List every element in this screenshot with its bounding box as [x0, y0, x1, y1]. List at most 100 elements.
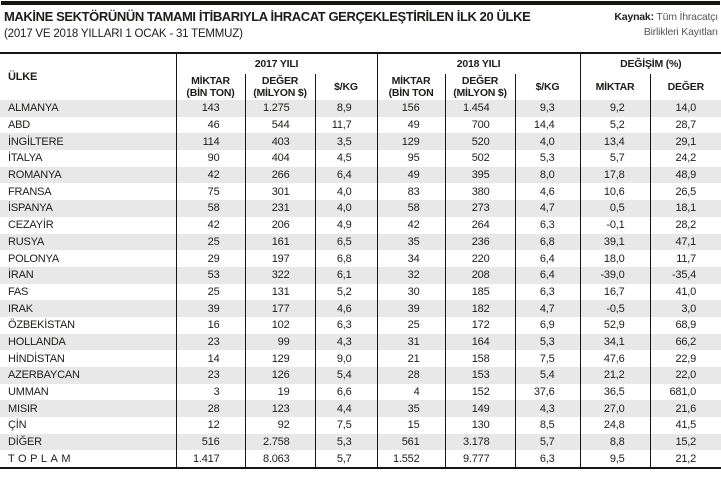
- value-cell: 23: [175, 333, 245, 351]
- value-cell: 34,1: [579, 333, 651, 351]
- value-cell: 21,6: [649, 400, 721, 418]
- value-cell: 1.417: [175, 450, 245, 470]
- value-cell: 197: [244, 250, 315, 267]
- value-cell: 25: [376, 316, 446, 334]
- value-cell: 236: [444, 233, 516, 251]
- value-cell: -35,4: [649, 266, 721, 284]
- value-cell: 301: [244, 183, 315, 201]
- value-cell: 22,9: [649, 350, 721, 367]
- value-cell: 24,8: [579, 417, 651, 434]
- value-cell: 6,4: [514, 266, 581, 284]
- value-cell: 123: [244, 400, 315, 418]
- total-row: TOPLAM 1.417 8.063 5,7 1.552 9.777 6,3 9,5 21,2: [0, 450, 721, 470]
- col-group-degisim: DEĞİŞİM (%): [579, 53, 721, 74]
- value-cell: 28,2: [649, 216, 721, 234]
- value-cell: 14: [175, 350, 245, 367]
- value-cell: 25: [175, 233, 245, 251]
- value-cell: 37,6: [514, 383, 581, 401]
- country-cell: HİNDİSTAN: [8, 352, 65, 365]
- value-cell: 34: [376, 250, 446, 267]
- value-cell: 8,9: [314, 100, 378, 117]
- value-cell: 681,0: [649, 383, 721, 401]
- col-header-deger-2017: DEĞER (MİLYON $): [244, 74, 315, 100]
- value-cell: 7,5: [514, 350, 581, 367]
- value-cell: 47,6: [579, 350, 651, 367]
- value-cell: 30: [376, 283, 446, 301]
- value-cell: 16,7: [579, 283, 651, 301]
- value-cell: 404: [244, 150, 315, 167]
- value-cell: 561: [376, 433, 446, 451]
- value-cell: 22,0: [649, 367, 721, 384]
- value-cell: -0,5: [579, 300, 651, 317]
- value-cell: 26,5: [649, 183, 721, 201]
- value-cell: 48,9: [649, 166, 721, 184]
- table-row: İTALYA 90 404 4,5 95 502 5,3 5,7 24,2: [0, 150, 721, 167]
- value-cell: 42: [175, 216, 245, 234]
- value-cell: 8.063: [244, 450, 315, 470]
- value-cell: 27,0: [579, 400, 651, 418]
- country-cell: ALMANYA: [8, 102, 59, 115]
- table-row: UMMAN 3 19 6,6 4 152 37,6 36,5 681,0: [0, 383, 721, 401]
- value-cell: 49: [376, 116, 446, 134]
- value-cell: 4,3: [314, 333, 378, 351]
- country-cell: FAS: [8, 285, 29, 298]
- value-cell: 5,7: [314, 450, 378, 470]
- country-cell: İTALYA: [8, 152, 43, 165]
- value-cell: 41,0: [649, 283, 721, 301]
- value-cell: 28,7: [649, 116, 721, 134]
- value-cell: 4,0: [514, 133, 581, 151]
- value-cell: 1.552: [376, 450, 446, 470]
- col-header-deger-2018: DEĞER (MİLYON $): [444, 74, 516, 100]
- country-cell: DİĞER: [8, 436, 42, 449]
- value-cell: 206: [244, 216, 315, 234]
- value-cell: 516: [175, 433, 245, 451]
- value-cell: 220: [444, 250, 516, 267]
- value-cell: 264: [444, 216, 516, 234]
- value-cell: 231: [244, 200, 315, 217]
- value-cell: 4,5: [314, 150, 378, 167]
- value-cell: 6,3: [514, 216, 581, 234]
- table-row: FAS 25 131 5,2 30 185 6,3 16,7 41,0: [0, 283, 721, 301]
- source-label: Kaynak:: [614, 11, 654, 23]
- value-cell: 19: [244, 383, 315, 401]
- value-cell: 161: [244, 233, 315, 251]
- value-cell: 5,3: [514, 150, 581, 167]
- col-header-kg-2018: $/KG: [514, 74, 581, 100]
- country-cell: ÇİN: [8, 419, 27, 432]
- value-cell: 8,5: [514, 417, 581, 434]
- table-row: İNGİLTERE 114 403 3,5 129 520 4,0 13,4 29,1: [0, 133, 721, 151]
- table-row: ÇİN 12 92 7,5 15 130 8,5 24,8 41,5: [0, 417, 721, 434]
- value-cell: 11,7: [314, 116, 378, 134]
- value-cell: 403: [244, 133, 315, 151]
- value-cell: 6,3: [514, 450, 581, 470]
- value-cell: 4,3: [514, 400, 581, 418]
- value-cell: 8,8: [579, 433, 651, 451]
- value-cell: 39,1: [579, 233, 651, 251]
- table-body: ALMANYA 143 1.275 8,9 156 1.454 9,3 9,2 14,0 ABD 4…: [0, 100, 721, 470]
- value-cell: 208: [444, 266, 516, 284]
- value-cell: 1.275: [244, 100, 315, 117]
- value-cell: 21,2: [579, 367, 651, 384]
- value-cell: 6,4: [514, 250, 581, 267]
- value-cell: 700: [444, 116, 516, 134]
- value-cell: 68,9: [649, 316, 721, 334]
- table-row: IRAK 39 177 4,6 39 182 4,7 -0,5 3,0: [0, 300, 721, 317]
- value-cell: 7,5: [314, 417, 378, 434]
- value-cell: 131: [244, 283, 315, 301]
- col-header-degisim-miktar: MİKTAR: [579, 74, 651, 100]
- value-cell: 9,5: [579, 450, 651, 470]
- value-cell: 42: [175, 166, 245, 184]
- value-cell: 29: [175, 250, 245, 267]
- value-cell: 11,7: [649, 250, 721, 267]
- col-header-ulke: ÜLKE: [8, 70, 38, 83]
- value-cell: 544: [244, 116, 315, 134]
- value-cell: 28: [175, 400, 245, 418]
- value-cell: 6,8: [514, 233, 581, 251]
- value-cell: 29,1: [649, 133, 721, 151]
- value-cell: 32: [376, 266, 446, 284]
- value-cell: 21: [376, 350, 446, 367]
- page-subtitle: (2017 VE 2018 YILLARI 1 OCAK - 31 TEMMUZ…: [4, 28, 243, 40]
- value-cell: 149: [444, 400, 516, 418]
- source-text-2: Birlikleri Kayıtları: [643, 25, 718, 38]
- country-cell: İSPANYA: [8, 202, 53, 215]
